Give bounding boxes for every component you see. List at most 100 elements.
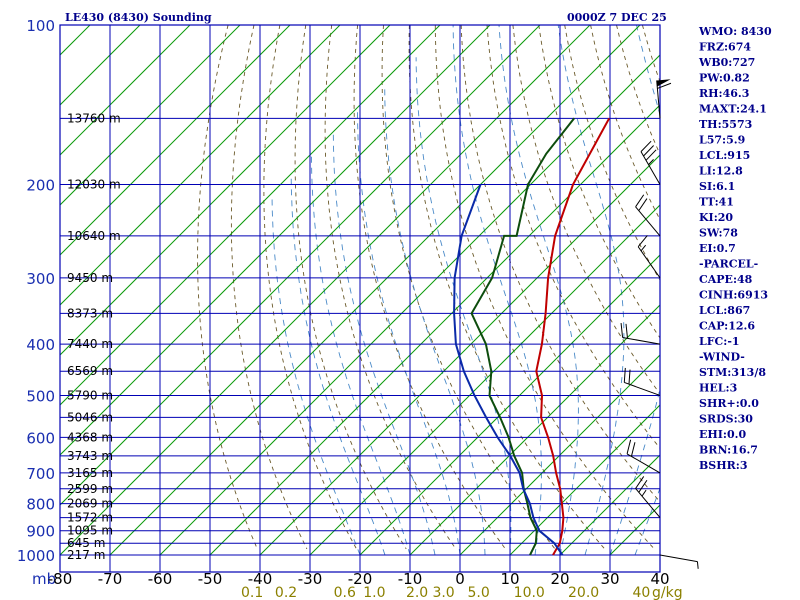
dry-adiabat <box>408 25 606 550</box>
dry-adiabat <box>590 25 660 221</box>
isotherm <box>60 25 241 206</box>
pressure-tick-label: 900 <box>26 523 55 541</box>
height-label: 12030 m <box>67 178 121 192</box>
isotherm <box>60 25 291 256</box>
stat-line: CAP:12.6 <box>699 320 755 333</box>
wind-barb-half-feather <box>648 159 654 165</box>
stat-line: L57:5.9 <box>699 134 745 147</box>
isotherm <box>359 254 660 556</box>
parcel-line <box>453 184 564 556</box>
wind-barb-staff <box>637 246 661 279</box>
wind-barb-feather <box>620 322 624 338</box>
stat-line: LI:12.8 <box>699 165 743 178</box>
stat-line: CAPE:48 <box>699 273 753 286</box>
height-label: 1095 m <box>67 524 113 538</box>
wind-barb-staff <box>624 381 661 396</box>
mixing-ratio-label: 10.0 <box>514 585 545 600</box>
wind-barb-feather <box>626 439 632 455</box>
height-label: 1572 m <box>67 511 113 525</box>
moist-adiabat <box>557 25 625 556</box>
temperature-tick-label: -30 <box>298 570 323 588</box>
mixing-ratio-label: 40 <box>632 585 650 600</box>
pressure-tick-label: 600 <box>26 429 55 447</box>
wind-barb-feather <box>645 149 657 161</box>
dry-adiabat <box>263 25 357 550</box>
wind-barbs <box>620 79 699 569</box>
pressure-unit-label: mb <box>32 570 56 588</box>
isotherm <box>309 204 660 556</box>
stat-line: FRZ:674 <box>699 41 751 54</box>
dry-adiabat <box>230 25 308 550</box>
moist-adiabat <box>311 153 411 556</box>
isotherm <box>159 54 660 556</box>
isotherm <box>60 25 391 356</box>
temperature-tick-label: -80 <box>48 570 73 588</box>
stat-line: -WIND- <box>699 351 745 364</box>
dry-adiabat <box>486 25 660 449</box>
dry-adiabat <box>564 25 660 281</box>
mixing-ratio-label: 0.6 <box>334 585 356 600</box>
mixing-ratio-label: 3.0 <box>432 585 454 600</box>
height-label: 7440 m <box>67 337 113 351</box>
moist-adiabat <box>271 195 361 556</box>
plot-lines <box>60 25 660 556</box>
wind-barb-staff <box>635 206 661 237</box>
plot-frame <box>59 24 661 573</box>
isotherm <box>109 25 641 556</box>
stat-line: MAXT:24.1 <box>699 103 767 116</box>
temperature-line <box>535 117 611 556</box>
stat-line: BRN:16.7 <box>699 444 758 457</box>
isotherm <box>60 25 341 306</box>
temperature-tick-label: -10 <box>398 570 423 588</box>
wind-barb-half-feather <box>696 561 699 569</box>
wind-barb-staff <box>622 337 661 345</box>
temperature-tick-label: 20 <box>550 570 569 588</box>
wind-barb-feather <box>635 194 645 208</box>
stat-line: WMO: 8430 <box>698 25 772 38</box>
wind-barb-half-feather <box>640 244 647 252</box>
stat-line: CINH:6913 <box>699 289 768 302</box>
height-label: 5790 m <box>67 388 113 402</box>
chart-datetime: 0000Z 7 DEC 25 <box>567 11 667 24</box>
height-label: 2069 m <box>67 497 113 511</box>
chart-title: LE430 (8430) Sounding <box>65 11 212 24</box>
stat-line: EHI:0.0 <box>699 428 746 441</box>
moist-adiabat <box>357 110 461 556</box>
mixing-ratio-label: 1.0 <box>363 585 385 600</box>
stat-line: SW:78 <box>699 227 738 240</box>
mixing-ratio-label: 5.0 <box>467 585 489 600</box>
stat-line: LFC:-1 <box>699 335 740 348</box>
stat-line: BSHR:3 <box>699 459 748 472</box>
isotherm <box>459 354 660 556</box>
mixing-ratio-label: 0.1 <box>241 585 263 600</box>
wind-barb-feather <box>640 140 652 152</box>
mixing-ratio-label: 2.0 <box>406 585 428 600</box>
stat-line: HEL:3 <box>699 382 737 395</box>
wind-barb-feather <box>638 479 648 493</box>
temperature-tick-label: -50 <box>198 570 223 588</box>
temperature-tick-label: 0 <box>455 570 465 588</box>
isotherm <box>409 304 660 556</box>
moist-adiabat <box>415 57 512 556</box>
height-label: 4368 m <box>67 430 113 444</box>
wind-barb-feather <box>625 323 628 339</box>
height-label: 6569 m <box>67 364 113 378</box>
isotherm <box>60 25 191 156</box>
wind-barb-feather <box>637 235 648 248</box>
isotherm <box>259 154 660 556</box>
height-label: 9450 m <box>67 271 113 285</box>
dry-adiabat <box>460 25 660 503</box>
height-label: 217 m <box>67 548 105 562</box>
stat-line: EI:0.7 <box>699 242 736 255</box>
moist-adiabat <box>384 85 486 555</box>
pressure-tick-label: 700 <box>26 465 55 483</box>
wind-barb-staff <box>656 80 661 119</box>
isotherm <box>60 25 491 456</box>
wind-barb-staff <box>640 151 661 185</box>
height-label: 645 m <box>67 536 105 550</box>
wind-barb-flag <box>656 79 671 87</box>
dry-adiabat <box>538 25 660 339</box>
pressure-tick-label: 1000 <box>17 547 55 565</box>
moist-adiabat <box>290 178 386 556</box>
